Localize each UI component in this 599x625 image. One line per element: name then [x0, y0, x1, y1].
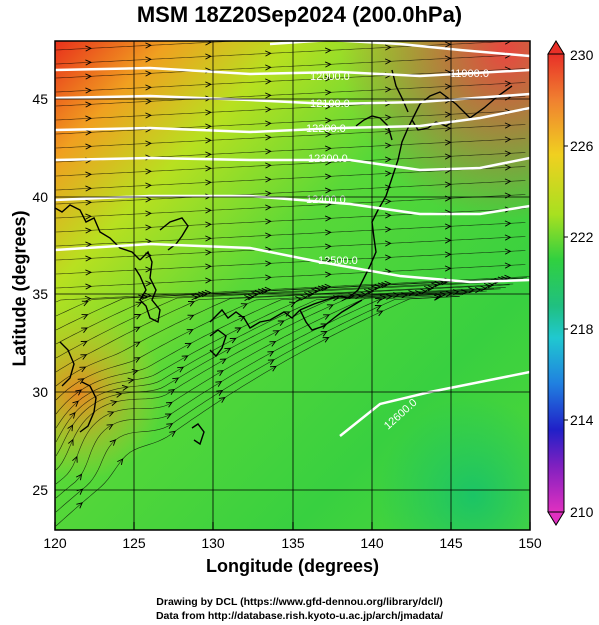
wind-streamline	[55, 287, 506, 401]
x-tick-label: 125	[122, 535, 146, 551]
wind-streamline	[55, 288, 495, 429]
x-tick-label: 140	[360, 535, 384, 551]
contour-label: 11900.0	[450, 68, 489, 80]
colorbar-tick-label: 222	[570, 229, 594, 245]
colorbar-tick-label: 214	[570, 412, 594, 428]
wind-streamline	[55, 41, 516, 65]
wind-streamline	[55, 290, 479, 457]
y-axis-tick-labels: 25 30 35 40 45	[32, 91, 48, 498]
y-tick-label: 45	[32, 91, 48, 107]
contour-label: 12200.0	[306, 123, 346, 135]
wind-streamline	[55, 41, 236, 51]
x-tick-label: 145	[439, 535, 463, 551]
colorbar: 230 226 222 218 214 210	[547, 40, 594, 526]
wind-streamline	[55, 292, 472, 471]
map-title: MSM 18Z20Sep2024 (200.0hPa)	[136, 2, 463, 27]
wind-streamline	[55, 277, 524, 331]
wind-streamline	[55, 296, 460, 513]
x-tick-label: 150	[518, 535, 542, 551]
y-tick-label: 40	[32, 189, 48, 205]
lat-lon-grid	[55, 41, 530, 530]
contour-label: 12000.0	[310, 71, 350, 83]
contour-label: 12400.0	[306, 194, 346, 206]
data-credit: Data from http://database.rish.kyoto-u.a…	[155, 610, 444, 622]
wind-streamline	[55, 279, 521, 345]
colorbar-tick-label: 230	[570, 47, 594, 63]
colorbar-bottom-arrow	[547, 511, 565, 526]
wind-streamline	[55, 283, 514, 373]
wind-streamline	[55, 296, 460, 527]
colorbar-top-arrow	[547, 40, 565, 55]
wind-streamline	[55, 280, 517, 359]
y-tick-label: 30	[32, 384, 48, 400]
x-tick-label: 120	[43, 535, 67, 551]
x-axis-tick-labels: 120 125 130 135 140 145 150	[43, 535, 542, 551]
wind-streamline	[55, 293, 466, 485]
contour-label: 12300.0	[308, 153, 348, 165]
x-axis-label: Longitude (degrees)	[205, 556, 379, 576]
colorbar-tick-label: 210	[570, 504, 594, 520]
wind-streamline	[55, 277, 527, 317]
y-axis-label: Latitude (degrees)	[9, 210, 30, 367]
x-tick-label: 130	[201, 535, 225, 551]
wind-streamline	[55, 294, 462, 499]
drawing-credit: Drawing by DCL (https://www.gfd-dennou.o…	[156, 596, 443, 608]
x-axis-ticks	[54, 522, 531, 530]
wind-streamline	[55, 288, 501, 415]
colorbar-tick-label: 226	[570, 138, 594, 154]
colorbar-ramp	[547, 53, 565, 513]
x-tick-label: 135	[281, 535, 305, 551]
y-tick-label: 35	[32, 286, 48, 302]
temperature-field	[55, 41, 530, 530]
y-tick-label: 25	[32, 482, 48, 498]
colorbar-tick-label: 218	[570, 321, 594, 337]
wind-streamline	[55, 284, 510, 387]
contour-label: 12500.0	[318, 255, 358, 267]
contour-label: 12100.0	[310, 98, 350, 110]
wind-streamline	[55, 290, 487, 443]
